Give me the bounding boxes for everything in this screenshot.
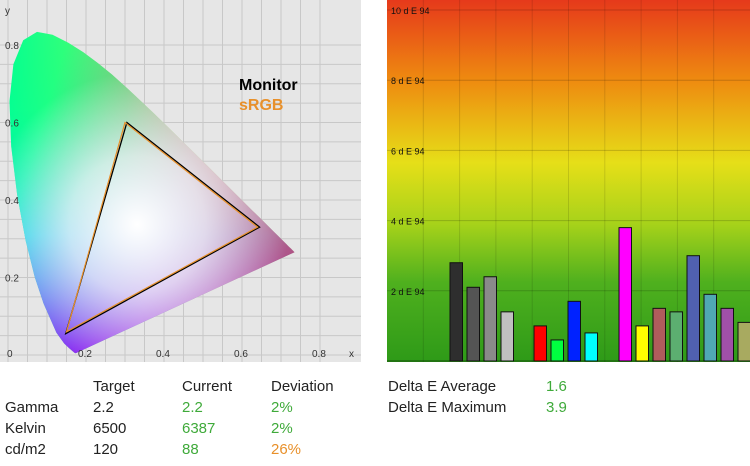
legend-monitor: Monitor <box>239 77 298 94</box>
delta-e-bars <box>449 227 750 362</box>
delta-e-bar <box>652 307 666 362</box>
cie-x-tick-label: 0.2 <box>78 349 92 360</box>
cie-x-tick-label: 0.8 <box>312 349 326 360</box>
cie-y-tick-label: 0.8 <box>5 41 19 52</box>
cie-y-tick-label: 0.2 <box>5 274 19 285</box>
row-gamma-deviation: 2% <box>271 399 293 416</box>
delta-e-bar <box>550 339 564 362</box>
calibration-table: Target Current Deviation Gamma 2.2 2.2 2… <box>0 376 380 466</box>
cie-chart-svg: 0 0.2 0.4 0.6 0.8 0.2 0.4 0.6 0.8 x y Monitor sR… <box>0 0 361 362</box>
delta-e-chart: 2 d E 94 4 d E 94 6 d E 94 8 d E 94 10 d E 9… <box>387 0 750 362</box>
cie-x-tick-label: 0 <box>7 349 13 360</box>
delta-e-bar <box>500 311 514 362</box>
header-current: Current <box>182 378 233 395</box>
cie-y-tick-label: 0.4 <box>5 196 19 207</box>
gamut-triangle-srgb <box>65 121 259 334</box>
delta-e-chart-svg: 2 d E 94 4 d E 94 6 d E 94 8 d E 94 10 d E 9… <box>387 0 750 362</box>
delta-e-bar <box>720 307 734 362</box>
row-luminance-label: cd/m2 <box>5 441 46 458</box>
header-deviation: Deviation <box>271 378 334 395</box>
delta-e-bar <box>483 276 497 362</box>
delta-e-tick-labels: 2 d E 94 4 d E 94 6 d E 94 8 d E 94 10 d E 9… <box>391 6 430 297</box>
delta-e-bar <box>703 293 717 362</box>
legend-srgb: sRGB <box>239 97 283 114</box>
delta-e-bar <box>567 300 581 362</box>
gamut-triangles <box>64 121 261 336</box>
delta-e-bar <box>618 227 632 362</box>
cie-gamut-chart: 0 0.2 0.4 0.6 0.8 0.2 0.4 0.6 0.8 x y Monitor sR… <box>0 0 361 362</box>
delta-e-bar <box>533 325 547 362</box>
delta-e-maximum-label: Delta E Maximum <box>388 399 507 416</box>
delta-e-tick-label: 8 d E 94 <box>391 76 425 86</box>
delta-e-bar <box>635 325 649 362</box>
header-target: Target <box>93 378 135 395</box>
cie-x-tick-label: 0.6 <box>234 349 248 360</box>
delta-e-bar <box>737 321 750 362</box>
gamut-triangle-monitor <box>64 121 261 336</box>
delta-e-bar <box>466 286 480 362</box>
row-kelvin-target: 6500 <box>93 420 127 437</box>
row-luminance-deviation: 26% <box>271 441 302 458</box>
cie-tick-labels: 0 0.2 0.4 0.6 0.8 0.2 0.4 0.6 0.8 <box>5 41 326 360</box>
cie-y-tick-label: 0.6 <box>5 119 19 130</box>
delta-e-tick-label: 6 d E 94 <box>391 146 425 156</box>
delta-e-bar <box>584 332 598 362</box>
row-kelvin-current: 6387 <box>182 420 216 437</box>
cie-y-axis-label: y <box>5 6 10 17</box>
delta-e-bar <box>449 262 463 362</box>
cie-x-axis-label: x <box>349 349 354 360</box>
delta-e-bar <box>686 255 700 362</box>
delta-e-bar <box>669 311 683 362</box>
delta-e-average-value: 1.6 <box>546 378 567 395</box>
delta-e-tick-label: 4 d E 94 <box>391 217 425 227</box>
delta-e-summary: Delta E Average 1.6 Delta E Maximum 3.9 <box>388 376 748 426</box>
delta-e-average-label: Delta E Average <box>388 378 497 395</box>
delta-e-tick-label: 10 d E 94 <box>391 6 430 16</box>
row-kelvin-label: Kelvin <box>5 420 46 437</box>
row-kelvin-deviation: 2% <box>271 420 293 437</box>
row-luminance-target: 120 <box>93 441 119 458</box>
delta-e-maximum-value: 3.9 <box>546 399 567 416</box>
row-gamma-label: Gamma <box>5 399 59 416</box>
row-luminance-current: 88 <box>182 441 199 458</box>
delta-e-tick-label: 2 d E 94 <box>391 287 425 297</box>
row-gamma-target: 2.2 <box>93 399 114 416</box>
cie-x-tick-label: 0.4 <box>156 349 170 360</box>
row-gamma-current: 2.2 <box>182 399 203 416</box>
